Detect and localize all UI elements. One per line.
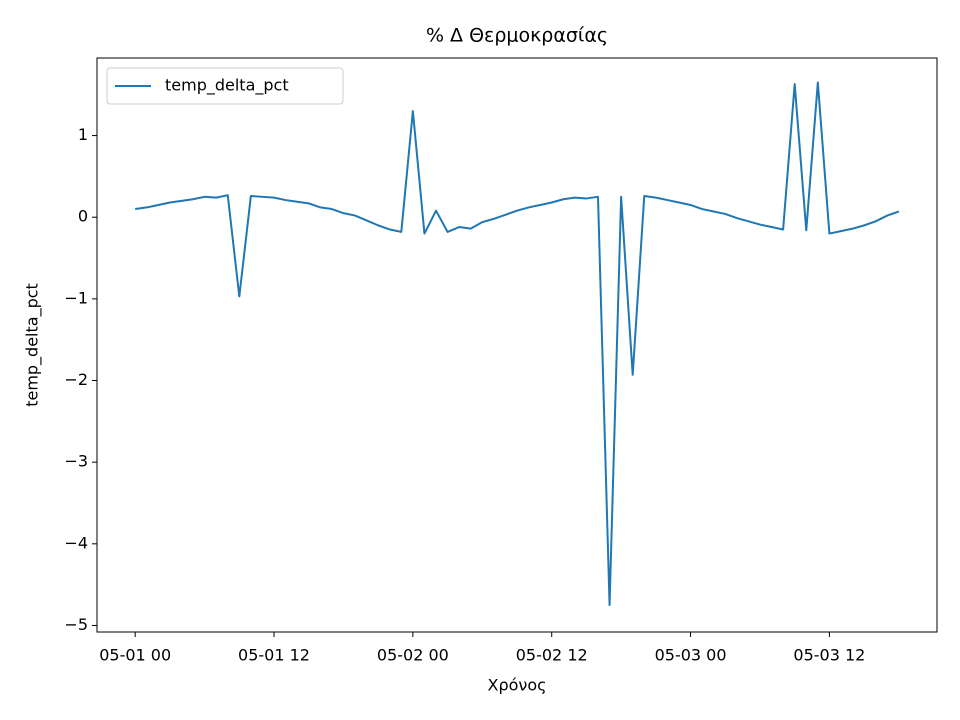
y-tick-label: 0 xyxy=(78,207,88,226)
y-tick-label: −3 xyxy=(64,452,88,471)
x-tick-label: 05-03 12 xyxy=(793,646,865,665)
legend-label: temp_delta_pct xyxy=(165,76,289,96)
y-tick-label: −4 xyxy=(64,533,88,552)
y-tick-label: 1 xyxy=(78,125,88,144)
x-tick-label: 05-01 00 xyxy=(99,646,171,665)
legend-box xyxy=(106,67,344,105)
legend: temp_delta_pct xyxy=(106,67,344,105)
x-tick-label: 05-01 12 xyxy=(238,646,310,665)
plot-frame xyxy=(96,57,938,633)
y-tick-label: −5 xyxy=(64,615,88,634)
line-series xyxy=(135,81,900,607)
x-tick-label: 05-03 00 xyxy=(655,646,727,665)
x-tick-label: 05-02 12 xyxy=(516,646,588,665)
y-tick-label: −2 xyxy=(64,370,88,389)
y-tick-label: −1 xyxy=(64,288,88,307)
y-axis-label: temp_delta_pct xyxy=(23,283,43,407)
chart-title: % Δ Θερμοκρασίας xyxy=(426,25,608,47)
x-axis-label: Χρόνος xyxy=(487,676,546,695)
x-tick-label: 05-02 00 xyxy=(377,646,449,665)
